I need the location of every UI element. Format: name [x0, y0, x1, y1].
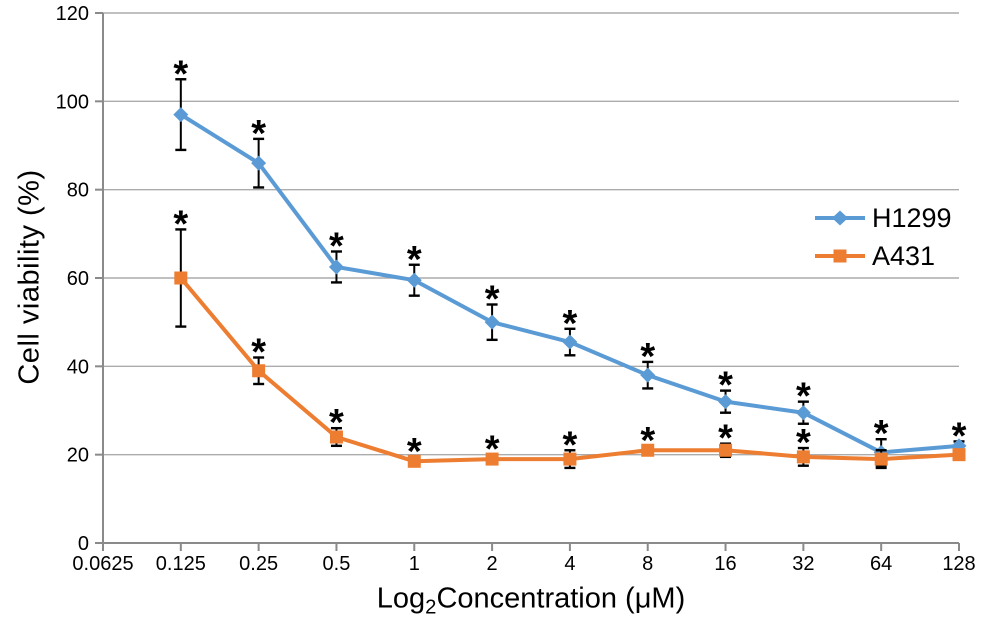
x-axis-title-subscript: 2 — [425, 596, 437, 619]
h1299-marker-diamond — [640, 367, 656, 383]
legend-entry-h1299: H1299 — [815, 199, 952, 237]
y-tick-label-100: 100 — [56, 91, 89, 113]
x-tick-label-64: 64 — [870, 553, 892, 575]
h1299-significance-asterisk: * — [563, 303, 578, 345]
x-tick-label-4: 4 — [564, 553, 575, 575]
a431-marker-square — [485, 452, 499, 466]
x-tick-label-16: 16 — [714, 553, 736, 575]
x-tick-label-128: 128 — [942, 553, 975, 575]
a431-marker-square — [407, 454, 421, 468]
a431-marker-square — [874, 452, 888, 466]
a431-significance-asterisk: * — [640, 420, 655, 462]
h1299-significance-asterisk: * — [407, 239, 422, 281]
a431-marker-square — [563, 452, 577, 466]
legend-marker-square — [833, 249, 847, 263]
y-tick-label-80: 80 — [67, 180, 89, 202]
x-tick-label-8: 8 — [642, 553, 653, 575]
x-tick-label-0.25: 0.25 — [239, 553, 278, 575]
h1299-significance-asterisk: * — [952, 415, 967, 457]
h1299-significance-asterisk: * — [329, 226, 344, 268]
x-tick-label-2: 2 — [487, 553, 498, 575]
legend-marker-diamond — [832, 210, 848, 226]
x-tick-label-0.5: 0.5 — [323, 553, 351, 575]
a431-significance-asterisk: * — [407, 431, 422, 473]
h1299-marker-diamond — [795, 405, 811, 421]
y-axis-title: Cell viability (%) — [13, 169, 46, 385]
h1299-marker-diamond — [718, 394, 734, 410]
h1299-marker-diamond — [328, 259, 344, 275]
y-tick-label-120: 120 — [56, 3, 89, 25]
a431-significance-asterisk: * — [796, 422, 811, 464]
x-tick-label-0.0625: 0.0625 — [72, 553, 133, 575]
a431-marker-square — [952, 448, 966, 462]
h1299-marker-diamond — [484, 314, 500, 330]
y-tick-label-40: 40 — [67, 356, 89, 378]
x-tick-label-32: 32 — [792, 553, 814, 575]
h1299-significance-asterisk: * — [718, 365, 733, 407]
a431-marker-square — [641, 443, 655, 457]
h1299-significance-asterisk: * — [874, 413, 889, 455]
a431-marker-square — [174, 271, 188, 285]
y-tick-label-20: 20 — [67, 445, 89, 467]
a431-significance-asterisk: * — [485, 429, 500, 471]
x-tick-label-1: 1 — [409, 553, 420, 575]
a431-marker-square — [719, 443, 733, 457]
legend-label-h1299: H1299 — [872, 202, 952, 233]
h1299-significance-asterisk: * — [485, 279, 500, 321]
legend: H1299 A431 — [815, 199, 952, 275]
h1299-marker-diamond — [173, 107, 189, 123]
h1299-significance-asterisk: * — [640, 336, 655, 378]
a431-significance-asterisk: * — [563, 424, 578, 466]
x-tick-label-0.125: 0.125 — [156, 553, 206, 575]
a431-significance-asterisk: * — [718, 418, 733, 460]
y-tick-label-60: 60 — [67, 268, 89, 290]
a431-significance-asterisk: * — [251, 332, 266, 374]
a431-marker-square — [796, 450, 810, 464]
h1299-significance-asterisk: * — [251, 113, 266, 155]
x-axis-title-prefix: Log — [376, 582, 426, 615]
x-axis-title: Log2Concentration (μM) — [377, 583, 685, 620]
a431-significance-asterisk: * — [173, 203, 188, 245]
h1299-marker-diamond — [251, 155, 267, 171]
h1299-significance-asterisk: * — [796, 376, 811, 418]
h1299-line-marker-icon — [815, 210, 865, 226]
a431-marker-square — [329, 430, 343, 444]
a431-line-marker-icon — [815, 249, 865, 263]
h1299-marker-diamond — [562, 334, 578, 350]
h1299-significance-asterisk: * — [173, 53, 188, 95]
legend-label-a431: A431 — [872, 240, 936, 271]
h1299-marker-diamond — [406, 272, 422, 288]
x-axis-title-suffix: Concentration (μM) — [436, 582, 686, 615]
y-tick-label-0: 0 — [78, 533, 89, 555]
a431-significance-asterisk: * — [329, 402, 344, 444]
legend-entry-a431: A431 — [815, 237, 952, 275]
a431-marker-square — [252, 364, 266, 378]
